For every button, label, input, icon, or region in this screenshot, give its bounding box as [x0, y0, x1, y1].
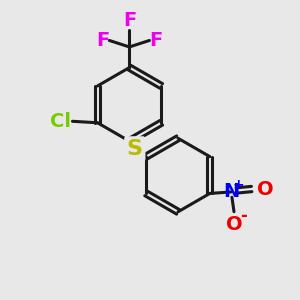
- Text: S: S: [127, 139, 143, 159]
- Text: F: F: [123, 11, 136, 30]
- Text: Cl: Cl: [50, 112, 71, 131]
- Text: F: F: [149, 31, 163, 50]
- Text: F: F: [96, 31, 110, 50]
- Text: O: O: [226, 214, 242, 234]
- Text: N: N: [223, 182, 239, 202]
- Text: O: O: [257, 179, 274, 199]
- Text: -: -: [240, 206, 247, 224]
- Text: +: +: [232, 178, 244, 193]
